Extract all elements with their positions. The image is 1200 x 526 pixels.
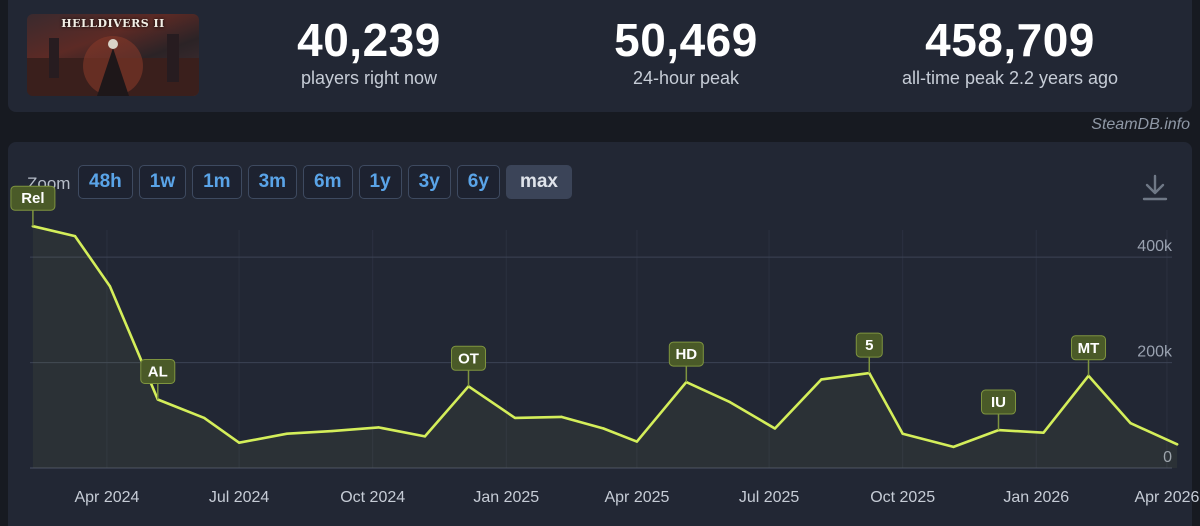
chart-panel (8, 142, 1192, 526)
data-point (728, 400, 732, 404)
zoom-3m-button[interactable]: 3m (247, 165, 298, 199)
download-icon[interactable] (1142, 174, 1168, 207)
annotation-flag (980, 389, 1016, 415)
y-tick-label: 0 (1163, 449, 1172, 466)
data-point (73, 234, 77, 238)
annotation-label: HD (675, 346, 697, 363)
annotation-flag (451, 345, 487, 371)
data-point (330, 429, 334, 433)
data-point (1175, 443, 1179, 446)
annotation-label: IU (991, 394, 1006, 411)
x-tick-label: Apr 2026 (1134, 489, 1199, 506)
thumbnail-artwork (27, 34, 199, 96)
data-point (820, 378, 823, 381)
annotation-flag (668, 341, 704, 367)
stat-label: 24-hour peak (632, 68, 740, 88)
stat-value: 458,709 (925, 14, 1095, 66)
x-tick-label: Apr 2024 (74, 489, 139, 506)
stat-all-time-peak: 458,709 all-time peak 2.2 years ago (850, 14, 1170, 89)
data-point (602, 427, 605, 430)
stat-value: 50,469 (614, 14, 758, 66)
x-tick-label: Oct 2025 (870, 489, 935, 506)
series-area (32, 226, 1178, 468)
stats-panel: HELLDIVERS II 40,239 players right now 5… (8, 0, 1192, 112)
data-point (560, 415, 563, 419)
data-point (635, 440, 639, 443)
zoom-3y-button[interactable]: 3y (407, 165, 451, 199)
data-point (1129, 421, 1132, 425)
zoom-bar: 48h 1w 1m 3m 6m 1y 3y 6y max (78, 165, 572, 199)
zoom-6m-button[interactable]: 6m (303, 165, 353, 199)
annotation-flag (855, 332, 883, 358)
stat-label: all-time peak 2.2 years ago (901, 68, 1119, 88)
zoom-1y-button[interactable]: 1y (358, 165, 402, 199)
x-tick-label: Apr 2025 (604, 489, 669, 506)
steamdb-credit[interactable]: SteamDB.info (1091, 116, 1190, 133)
data-point (203, 416, 206, 420)
game-thumbnail[interactable]: HELLDIVERS II (27, 14, 199, 96)
annotation-label: OT (458, 350, 479, 367)
thumbnail-title: HELLDIVERS II (61, 17, 165, 30)
zoom-max-button[interactable]: max (505, 165, 572, 199)
stat-label: players right now (300, 68, 438, 88)
data-point (108, 284, 112, 288)
annotation-flag (10, 185, 56, 211)
annotation-flag (1071, 335, 1107, 361)
data-point (513, 416, 517, 420)
annotation-label: MT (1078, 340, 1100, 357)
stat-value: 40,239 (297, 14, 441, 66)
zoom-1w-button[interactable]: 1w (138, 165, 187, 199)
zoom-1m-button[interactable]: 1m (192, 165, 242, 199)
zoom-48h-button[interactable]: 48h (78, 165, 133, 199)
annotation-label: 5 (865, 337, 873, 354)
data-point (952, 445, 955, 449)
data-point (285, 432, 289, 435)
data-point (773, 427, 777, 430)
x-tick-label: Oct 2024 (340, 489, 405, 506)
data-point (423, 435, 427, 438)
stat-current-players: 40,239 players right now (209, 14, 529, 89)
download-icon-glyph (1142, 174, 1168, 201)
y-tick-label: 400k (1137, 238, 1173, 255)
data-point (237, 441, 241, 444)
data-point (901, 432, 904, 435)
annotation-flag (140, 358, 176, 384)
zoom-6y-button[interactable]: 6y (456, 165, 500, 199)
annotation-label: AL (148, 363, 168, 380)
x-tick-label: Jan 2026 (1003, 489, 1069, 506)
x-tick-label: Jul 2025 (739, 489, 800, 506)
x-tick-label: Jan 2025 (473, 489, 539, 506)
annotation-label: Rel (21, 190, 44, 207)
x-tick-label: Jul 2024 (209, 489, 270, 506)
data-point (377, 426, 380, 429)
stat-24h-peak: 50,469 24-hour peak (526, 14, 846, 89)
data-point (1042, 431, 1045, 434)
y-tick-label: 200k (1137, 344, 1173, 361)
